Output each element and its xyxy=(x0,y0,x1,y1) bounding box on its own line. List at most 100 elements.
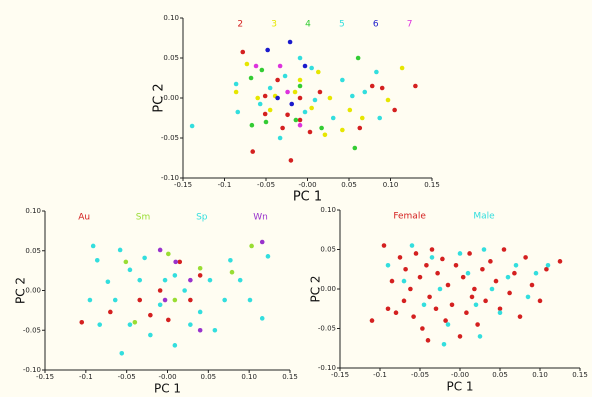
point xyxy=(277,63,283,69)
point xyxy=(297,55,303,61)
point xyxy=(421,302,427,308)
point xyxy=(537,298,543,304)
point xyxy=(437,286,443,292)
x-tick-label: 0.05 xyxy=(492,371,508,379)
point xyxy=(257,101,263,107)
x-tick-label: -0.1 xyxy=(373,371,387,379)
point xyxy=(424,263,429,268)
legend-label: 7 xyxy=(407,20,413,30)
y-tick-label: -0.00 xyxy=(318,285,336,293)
point xyxy=(381,243,387,248)
y-axis-label: PC 2 xyxy=(14,277,28,304)
point xyxy=(397,255,403,260)
point xyxy=(267,85,273,91)
point xyxy=(173,259,178,265)
point xyxy=(465,270,471,276)
legend-label: 4 xyxy=(305,20,311,30)
point xyxy=(440,256,445,262)
point xyxy=(429,255,435,260)
point xyxy=(188,322,193,327)
point xyxy=(275,95,280,101)
point xyxy=(457,251,463,256)
point xyxy=(142,255,147,261)
point xyxy=(473,302,479,308)
point xyxy=(285,112,290,118)
point xyxy=(127,322,133,327)
point xyxy=(250,149,256,154)
point xyxy=(259,316,265,321)
point xyxy=(340,127,345,133)
point xyxy=(253,63,259,69)
point xyxy=(255,95,260,101)
point xyxy=(429,247,435,252)
x-axis-label: PC 1 xyxy=(154,382,181,396)
x-tick-label: -0.1 xyxy=(218,181,232,189)
point xyxy=(197,327,203,333)
x-tick-label: -0.15 xyxy=(36,373,54,381)
legend-label: Female xyxy=(393,212,426,222)
x-tick-label: 0.10 xyxy=(241,373,257,381)
point xyxy=(362,89,368,95)
legend-label: Male xyxy=(473,212,495,222)
point xyxy=(327,95,333,101)
x-axis-label: PC 1 xyxy=(293,190,322,205)
point xyxy=(267,107,273,113)
x-tick-label: 0.15 xyxy=(282,373,298,381)
point xyxy=(385,263,391,268)
point xyxy=(188,277,193,283)
x-tick-label: 0.15 xyxy=(572,371,588,379)
point xyxy=(108,309,113,315)
point xyxy=(483,298,488,304)
point xyxy=(280,125,285,131)
point xyxy=(467,251,472,256)
point xyxy=(497,306,503,312)
point xyxy=(347,107,353,113)
point xyxy=(385,306,391,312)
point xyxy=(445,322,451,327)
y-tick-label: -0.05 xyxy=(23,326,41,334)
point xyxy=(302,109,308,115)
point xyxy=(319,125,324,131)
x-tick-label: -0.00 xyxy=(298,181,316,189)
point xyxy=(359,115,365,121)
point xyxy=(288,158,294,163)
point xyxy=(501,247,507,252)
point xyxy=(385,97,391,103)
point xyxy=(340,77,345,83)
point xyxy=(233,89,239,95)
legend-label: 2 xyxy=(237,20,243,30)
x-tick-label: 0.05 xyxy=(341,181,357,189)
point xyxy=(330,115,336,121)
point xyxy=(369,318,375,323)
point xyxy=(228,257,233,263)
point xyxy=(369,83,375,89)
point xyxy=(182,288,187,293)
point xyxy=(393,310,399,316)
point xyxy=(247,297,253,303)
legend-label: Sp xyxy=(196,213,208,223)
point xyxy=(441,342,447,347)
point xyxy=(523,255,528,260)
point xyxy=(545,263,551,268)
point xyxy=(162,277,168,283)
point xyxy=(94,257,100,263)
point xyxy=(263,119,269,125)
point xyxy=(297,122,303,128)
point xyxy=(517,314,523,319)
point xyxy=(293,117,299,123)
point xyxy=(259,67,265,73)
y-tick-label: 0.05 xyxy=(25,247,41,255)
point xyxy=(435,270,440,276)
x-tick-label: -0.05 xyxy=(257,181,275,189)
point xyxy=(212,327,218,333)
point xyxy=(197,265,203,271)
point xyxy=(302,63,308,69)
point xyxy=(148,312,153,318)
point xyxy=(403,266,408,272)
point xyxy=(249,122,255,128)
x-tick-label: 0.10 xyxy=(532,371,548,379)
point xyxy=(148,332,153,338)
point xyxy=(557,259,563,264)
point xyxy=(433,306,439,312)
